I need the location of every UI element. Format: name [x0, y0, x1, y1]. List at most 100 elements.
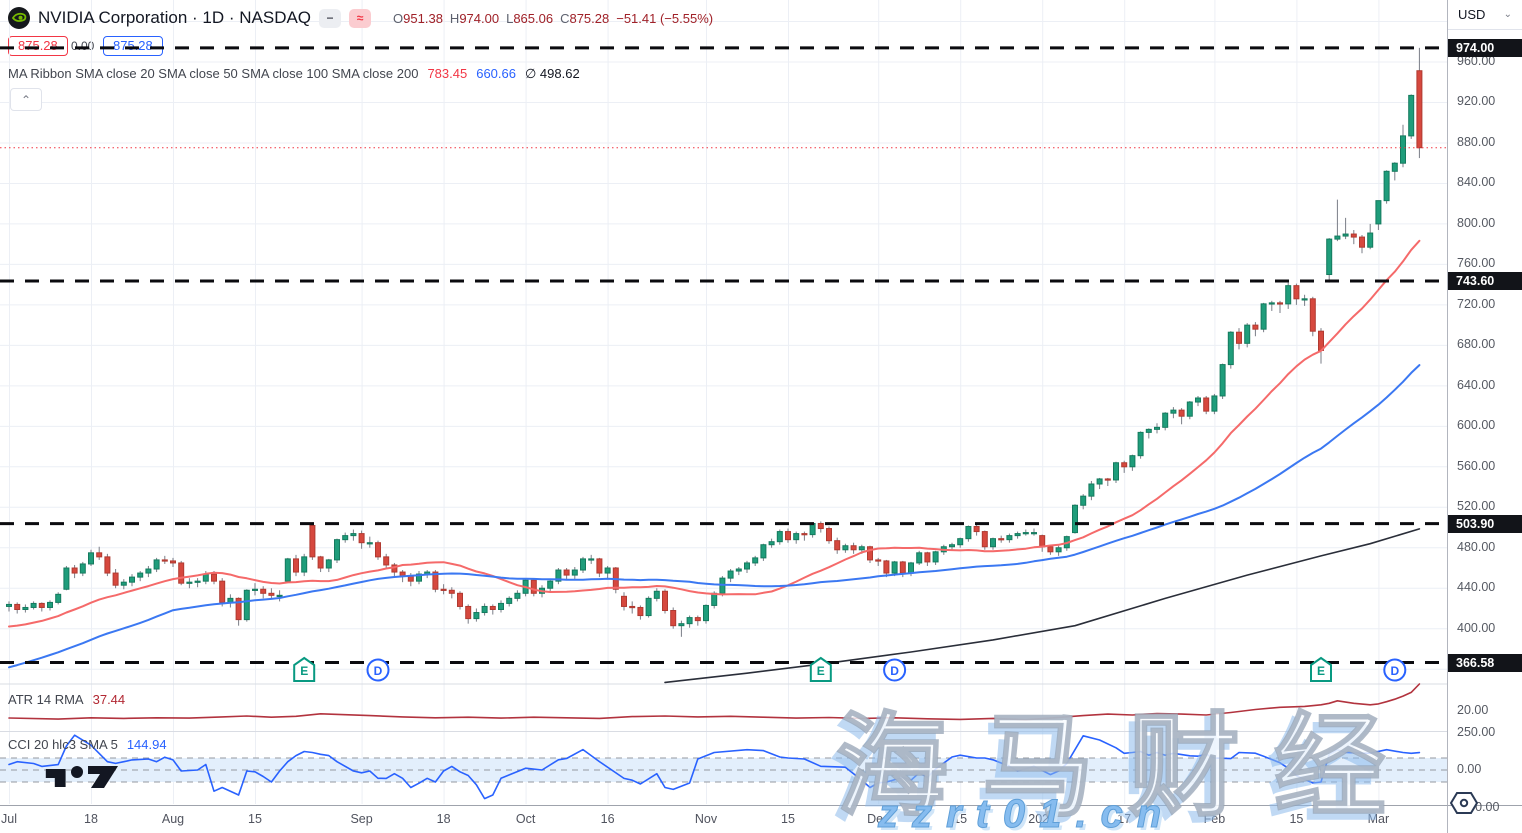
candle[interactable] [990, 538, 996, 548]
collapse-legend-button[interactable]: ⌃ [10, 88, 42, 111]
candle[interactable] [1367, 232, 1374, 248]
candle[interactable] [1244, 324, 1251, 344]
candle[interactable] [342, 535, 349, 541]
candle[interactable] [908, 562, 914, 574]
candle[interactable] [55, 593, 62, 603]
candle[interactable] [891, 561, 898, 574]
time-tick-label[interactable]: 18 [84, 812, 98, 826]
candle[interactable] [1285, 285, 1292, 305]
candle[interactable] [1236, 331, 1242, 344]
candle[interactable] [662, 590, 668, 612]
time-tick-label[interactable]: Dec [867, 812, 890, 826]
price-level-badge[interactable]: 503.90 [1448, 514, 1522, 533]
candle[interactable] [1186, 401, 1193, 417]
candle[interactable] [498, 602, 504, 610]
candle[interactable] [711, 592, 718, 606]
candle[interactable] [604, 567, 611, 574]
candle[interactable] [194, 580, 201, 583]
earnings-badge[interactable] [293, 656, 316, 682]
time-tick-label[interactable]: 15 [248, 812, 262, 826]
candle[interactable] [260, 588, 267, 594]
candle[interactable] [998, 538, 1005, 541]
candle[interactable] [949, 544, 955, 548]
time-tick-label[interactable]: Mar [1367, 812, 1390, 826]
candle[interactable] [1145, 428, 1152, 433]
candle[interactable] [1154, 426, 1160, 430]
symbol-title[interactable]: NVIDIA Corporation · 1D · NASDAQ [38, 8, 312, 27]
candle[interactable] [506, 597, 513, 604]
time-tick-label[interactable]: 15 [953, 812, 968, 826]
candle[interactable] [30, 602, 37, 608]
candle[interactable] [1342, 233, 1349, 237]
candle[interactable] [1203, 397, 1210, 412]
time-axis[interactable]: Jul 18 Aug 15 Sep 18 Oct 16 Nov 15 Dec 15 2024 17 Feb 1… [0, 805, 1447, 833]
candle[interactable] [916, 552, 923, 564]
candle[interactable] [1219, 364, 1226, 397]
candle[interactable] [71, 567, 78, 574]
candle[interactable] [1252, 324, 1259, 330]
candle[interactable] [1326, 238, 1333, 276]
candle[interactable] [350, 533, 357, 537]
candle[interactable] [530, 579, 537, 594]
price-level-badge[interactable]: 743.60 [1448, 271, 1522, 290]
candle[interactable] [1129, 455, 1136, 468]
candle[interactable] [727, 570, 734, 579]
candle[interactable] [1137, 431, 1144, 457]
time-tick-label[interactable]: 15 [1289, 812, 1304, 826]
candle[interactable] [1104, 478, 1111, 481]
hide-indicator-toggle[interactable]: − [319, 8, 342, 28]
candle[interactable] [580, 558, 586, 571]
candle[interactable] [1416, 70, 1423, 149]
candle[interactable] [293, 558, 299, 573]
candle[interactable] [703, 604, 709, 622]
time-tick-label[interactable]: 2024 [1028, 812, 1057, 826]
candle[interactable] [243, 589, 250, 621]
candle[interactable] [284, 558, 291, 582]
candle[interactable] [120, 581, 127, 586]
earnings-badge[interactable] [809, 656, 832, 682]
price-level-badge[interactable]: 974.00 [1448, 38, 1522, 57]
candle[interactable] [1088, 483, 1095, 497]
candle[interactable] [1268, 302, 1275, 305]
candle[interactable] [645, 597, 652, 617]
candle[interactable] [1309, 298, 1316, 332]
candle[interactable] [629, 605, 636, 609]
price-axis[interactable]: USD ⌄ 960.00 920.00 880.00 840.00 800.00 760.… [1447, 0, 1522, 814]
candle[interactable] [1006, 535, 1013, 541]
candle[interactable] [596, 558, 603, 574]
candle[interactable] [1277, 302, 1283, 305]
candle[interactable] [735, 568, 742, 572]
candle[interactable] [1121, 462, 1128, 468]
candle[interactable] [899, 561, 906, 574]
dividend-badge[interactable] [883, 658, 907, 682]
candle[interactable] [760, 544, 767, 559]
candle[interactable] [276, 594, 283, 598]
dividend-badge[interactable] [366, 658, 390, 682]
candle[interactable] [563, 569, 570, 576]
candle[interactable] [268, 592, 275, 596]
candle[interactable] [1055, 547, 1062, 553]
candle[interactable] [383, 556, 390, 566]
candle[interactable] [1096, 478, 1103, 485]
candle[interactable] [170, 560, 176, 564]
candle[interactable] [637, 606, 644, 617]
candle[interactable] [1375, 200, 1382, 225]
candle[interactable] [317, 556, 324, 569]
candle[interactable] [235, 597, 242, 621]
candle[interactable] [1080, 495, 1087, 506]
candle[interactable] [1408, 94, 1415, 137]
candle[interactable] [834, 540, 841, 551]
candle[interactable] [776, 531, 783, 543]
candle[interactable] [112, 572, 119, 586]
candle[interactable] [145, 568, 152, 574]
candle[interactable] [1350, 233, 1357, 238]
candle[interactable] [1014, 533, 1021, 537]
candle[interactable] [96, 552, 103, 558]
candle[interactable] [440, 588, 447, 591]
candle[interactable] [432, 571, 439, 590]
candle[interactable] [817, 522, 824, 530]
candle[interactable] [79, 563, 86, 574]
candle[interactable] [694, 617, 701, 622]
candle[interactable] [1178, 409, 1185, 417]
